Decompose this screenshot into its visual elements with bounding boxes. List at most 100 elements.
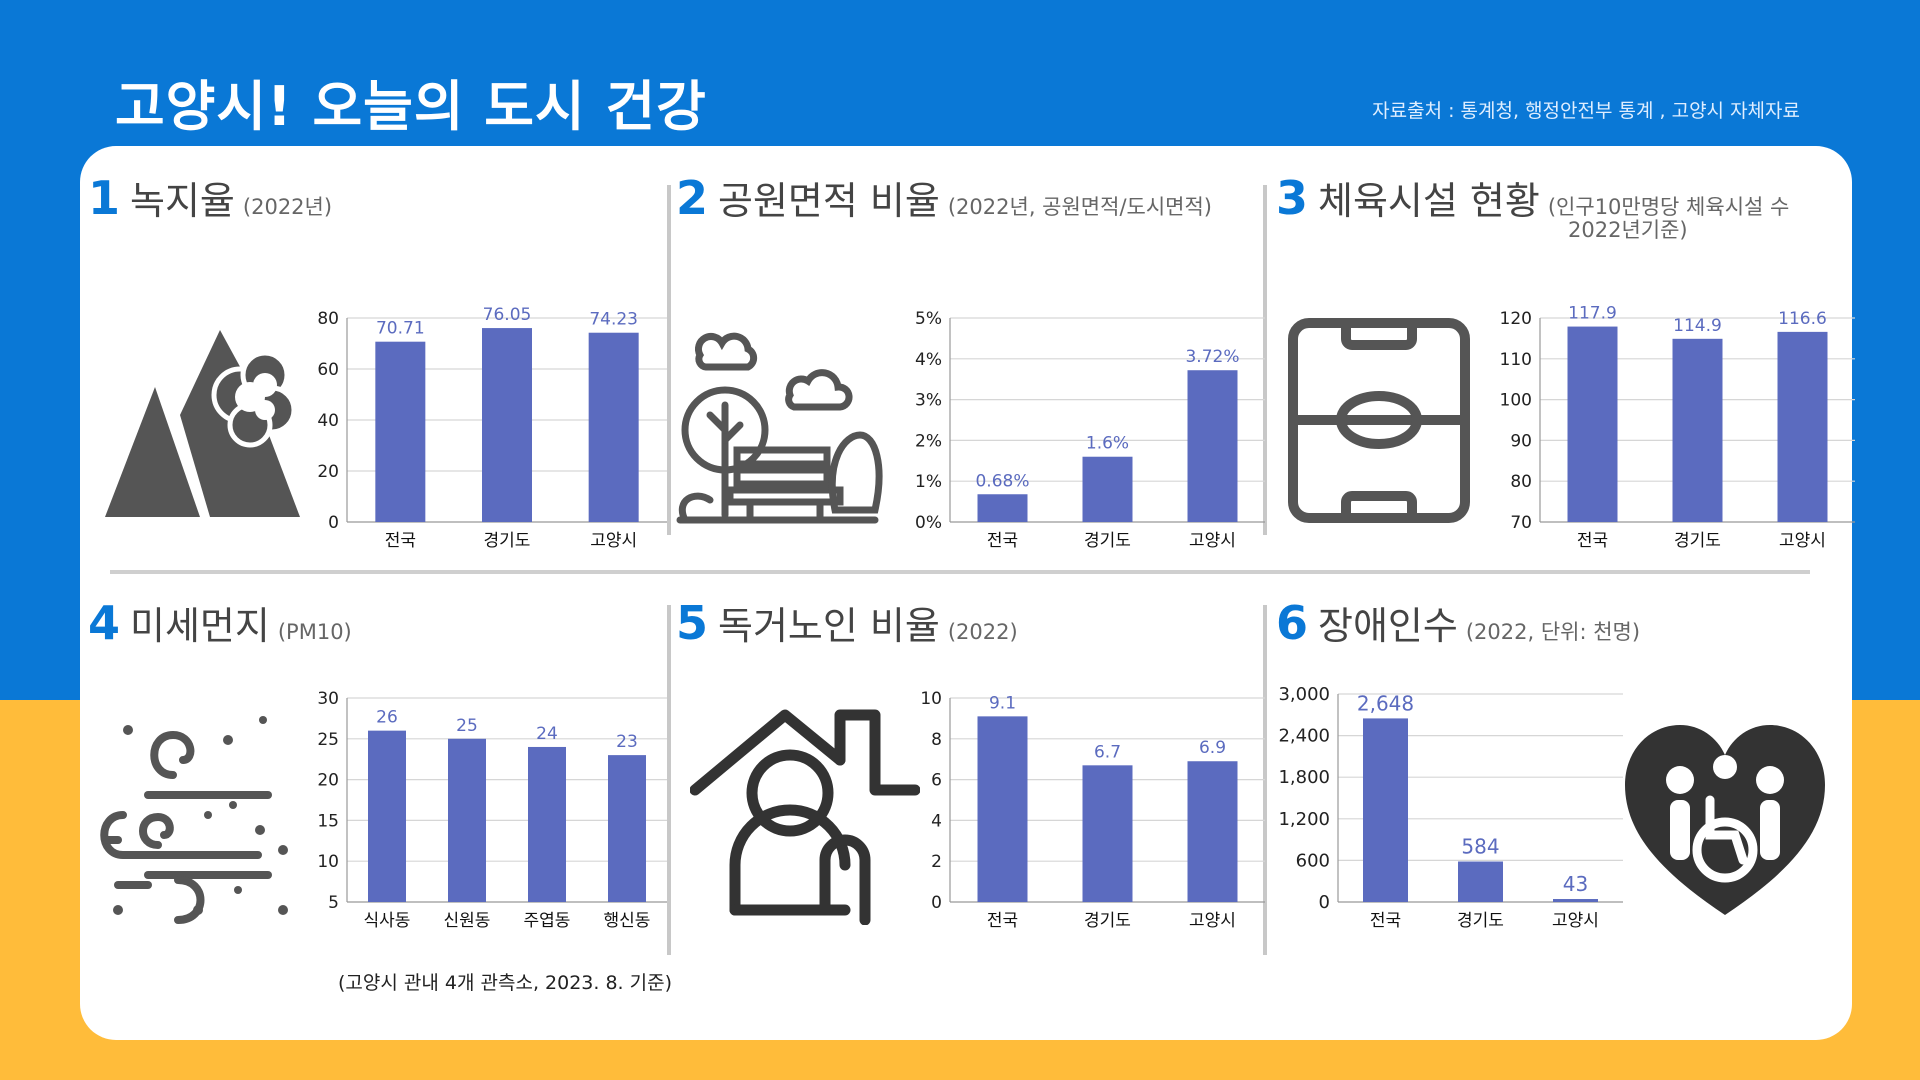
y-tick-label: 6 [931,771,942,791]
y-tick-label: 2% [915,431,942,451]
bar [482,328,532,522]
vertical-divider [667,185,671,535]
x-tick-label: 고양시 [1189,531,1236,551]
panel-2-title: 2 공원면적 비율 (2022년, 공원면적/도시면적) [676,170,1212,225]
panel-number: 4 [88,596,121,650]
y-tick-label: 4% [915,350,942,370]
data-label: 3.72% [1185,347,1239,367]
data-label: 43 [1563,872,1588,896]
x-tick-label: 행신동 [604,911,651,931]
pm10-note: (고양시 관내 4개 관측소, 2023. 8. 기준) [338,972,672,994]
x-tick-label: 신원동 [444,911,491,931]
y-tick-label: 100 [1500,391,1532,411]
y-tick-label: 1,800 [1278,767,1330,788]
bar [375,341,426,522]
y-tick-label: 1% [915,472,942,492]
x-tick-label: 전국 [385,531,416,551]
x-tick-label: 전국 [987,531,1018,551]
data-label: 23 [616,732,638,752]
mountain-cloud-icon [105,330,300,517]
y-tick-label: 15 [317,811,339,831]
x-tick-label: 고양시 [1552,911,1599,931]
data-label: 74.23 [589,310,638,330]
panel-title-text: 녹지율 [130,179,235,223]
data-label: 6.9 [1199,738,1226,758]
y-tick-label: 0 [1319,892,1330,913]
bar [1187,761,1238,902]
x-tick-label: 경기도 [1084,911,1131,931]
chart-disabled-population: 0 600 1,200 1,800 2,400 3,000 2,648 전국 584 경기도 43 고… [1278,684,1623,931]
panel-title-text: 독거노인 비율 [718,604,940,648]
panel-title-text: 미세먼지 [130,604,270,648]
disability-heart-icon [1625,725,1825,915]
chart-greenery-rate: 0 20 40 60 80 70.71 전국 76.05 경기도 74.23 고양시 [317,305,667,551]
x-tick-label: 경기도 [484,531,531,551]
bar [1082,456,1133,522]
vertical-divider [667,605,671,955]
panel-1-title: 1 녹지율 (2022년) [88,170,332,225]
panel-subtitle: (2022) [947,620,1018,644]
bar [1672,338,1723,522]
data-label: 0.68% [975,471,1029,491]
x-tick-label: 주엽동 [524,911,571,931]
panel-5-title: 5 독거노인 비율 (2022) [676,595,1018,650]
x-tick-label: 고양시 [1189,911,1236,931]
y-tick-label: 5% [915,309,942,329]
bar [1082,765,1133,902]
chart-elderly-alone: 0 2 4 6 8 10 9.1 전국 6.7 경기도 6.9 고양시 [920,689,1265,931]
y-tick-label: 60 [317,360,339,380]
chart-sports-facilities: 70 80 90 100 110 120 117.9 전국 114.9 경기도 116.6 고양시 [1500,304,1855,551]
y-tick-label: 600 [1296,850,1330,871]
chart-fine-dust: 5 10 15 20 25 30 26 식사동 25 신원동 24 주엽동 23 행신동 [317,689,667,931]
panel-title-text: 체육시설 현황 [1318,179,1540,223]
x-tick-label: 경기도 [1457,911,1504,931]
bar [448,738,486,902]
panel-title-text: 장애인수 [1318,604,1458,648]
y-tick-label: 110 [1500,350,1532,370]
wind-dust-icon [100,716,288,924]
y-tick-label: 10 [920,689,942,709]
y-tick-label: 1,200 [1278,809,1330,830]
bar [977,716,1028,902]
panel-subtitle: (2022년, 공원면적/도시면적) [947,195,1212,219]
bar [977,494,1028,522]
panel-number: 6 [1276,596,1309,650]
x-tick-label: 고양시 [1779,531,1826,551]
panel-number: 2 [676,171,709,225]
bar [1567,326,1618,522]
elderly-home-icon [690,709,920,925]
x-tick-label: 전국 [987,911,1018,931]
panel-subtitle: (2022년) [242,195,333,219]
y-tick-label: 2 [931,852,942,872]
panel-subtitle: (PM10) [277,620,352,644]
data-label: 76.05 [483,305,532,325]
data-label: 26 [376,708,398,728]
page-title: 고양시! 오늘의 도시 건강 [115,75,707,138]
chart-park-area-ratio: 0% 1% 2% 3% 4% 5% 0.68% 전국 1.6% 경기도 3.72% 고양시 [915,309,1265,551]
y-tick-label: 10 [317,852,339,872]
bar [1553,899,1598,902]
panel-number: 5 [676,596,709,650]
data-label: 116.6 [1778,309,1827,329]
bar [528,746,566,902]
y-tick-label: 2,400 [1278,726,1330,747]
y-tick-label: 25 [317,730,339,750]
panel-number: 3 [1276,171,1309,225]
bar [1187,370,1238,522]
y-tick-label: 0 [328,513,339,533]
y-tick-label: 5 [328,893,339,913]
bar [608,755,646,902]
vertical-divider [1263,185,1267,535]
y-tick-label: 90 [1510,431,1532,451]
x-tick-label: 전국 [1577,531,1608,551]
bar [1458,861,1503,902]
data-label: 6.7 [1094,742,1121,762]
soccer-field-icon [1288,318,1470,523]
panel-6-title: 6 장애인수 (2022, 단위: 천명) [1276,595,1640,650]
source-note: 자료출처 : 통계청, 행정안전부 통계 , 고양시 자체자료 [1372,100,1800,122]
panel-3-title: 3 체육시설 현황 (인구10만명당 체육시설 수 [1276,170,1789,225]
y-tick-label: 0% [915,513,942,533]
y-tick-label: 80 [1510,472,1532,492]
y-tick-label: 20 [317,771,339,791]
bar [368,730,406,902]
